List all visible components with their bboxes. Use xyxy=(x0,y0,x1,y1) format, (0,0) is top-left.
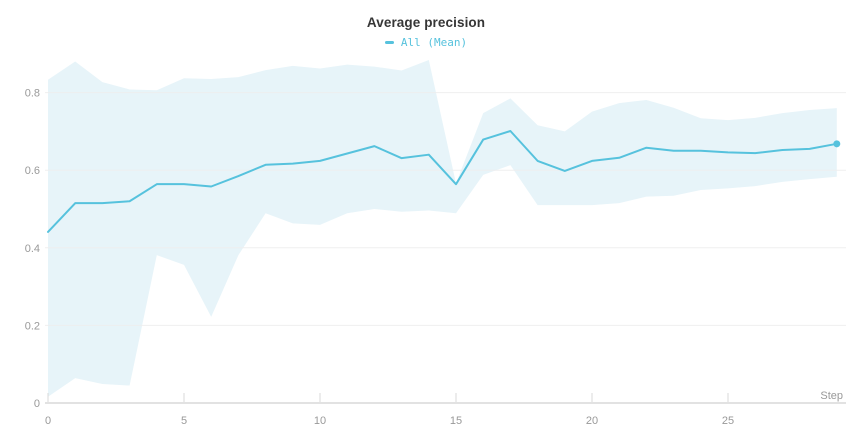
legend-line-icon xyxy=(384,41,394,44)
legend[interactable]: All (Mean) xyxy=(0,36,852,49)
x-tick-label: 25 xyxy=(722,415,734,427)
x-tick-label: 20 xyxy=(586,415,598,427)
y-tick-label: 0.2 xyxy=(25,320,40,332)
y-tick-label: 0 xyxy=(34,398,40,410)
mean-line xyxy=(47,130,838,233)
x-tick-label: 10 xyxy=(314,415,326,427)
chart-title: Average precision xyxy=(366,15,486,30)
x-tick-label: 5 xyxy=(181,415,187,427)
x-tick-label: 0 xyxy=(45,415,51,427)
confidence-band xyxy=(48,60,837,397)
legend-label: All (Mean) xyxy=(400,36,468,49)
last-point-marker xyxy=(833,140,841,148)
x-axis-title: Step xyxy=(820,390,843,402)
y-tick-label: 0.8 xyxy=(25,88,40,100)
y-tick-label: 0.4 xyxy=(25,243,40,255)
x-tick-label: 15 xyxy=(450,415,462,427)
y-tick-label: 0.6 xyxy=(25,165,40,177)
